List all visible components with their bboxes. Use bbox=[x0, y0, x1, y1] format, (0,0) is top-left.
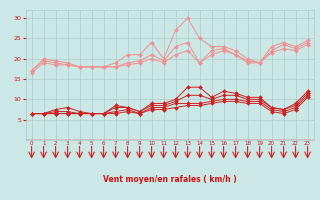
Text: Vent moyen/en rafales ( km/h ): Vent moyen/en rafales ( km/h ) bbox=[103, 174, 236, 184]
